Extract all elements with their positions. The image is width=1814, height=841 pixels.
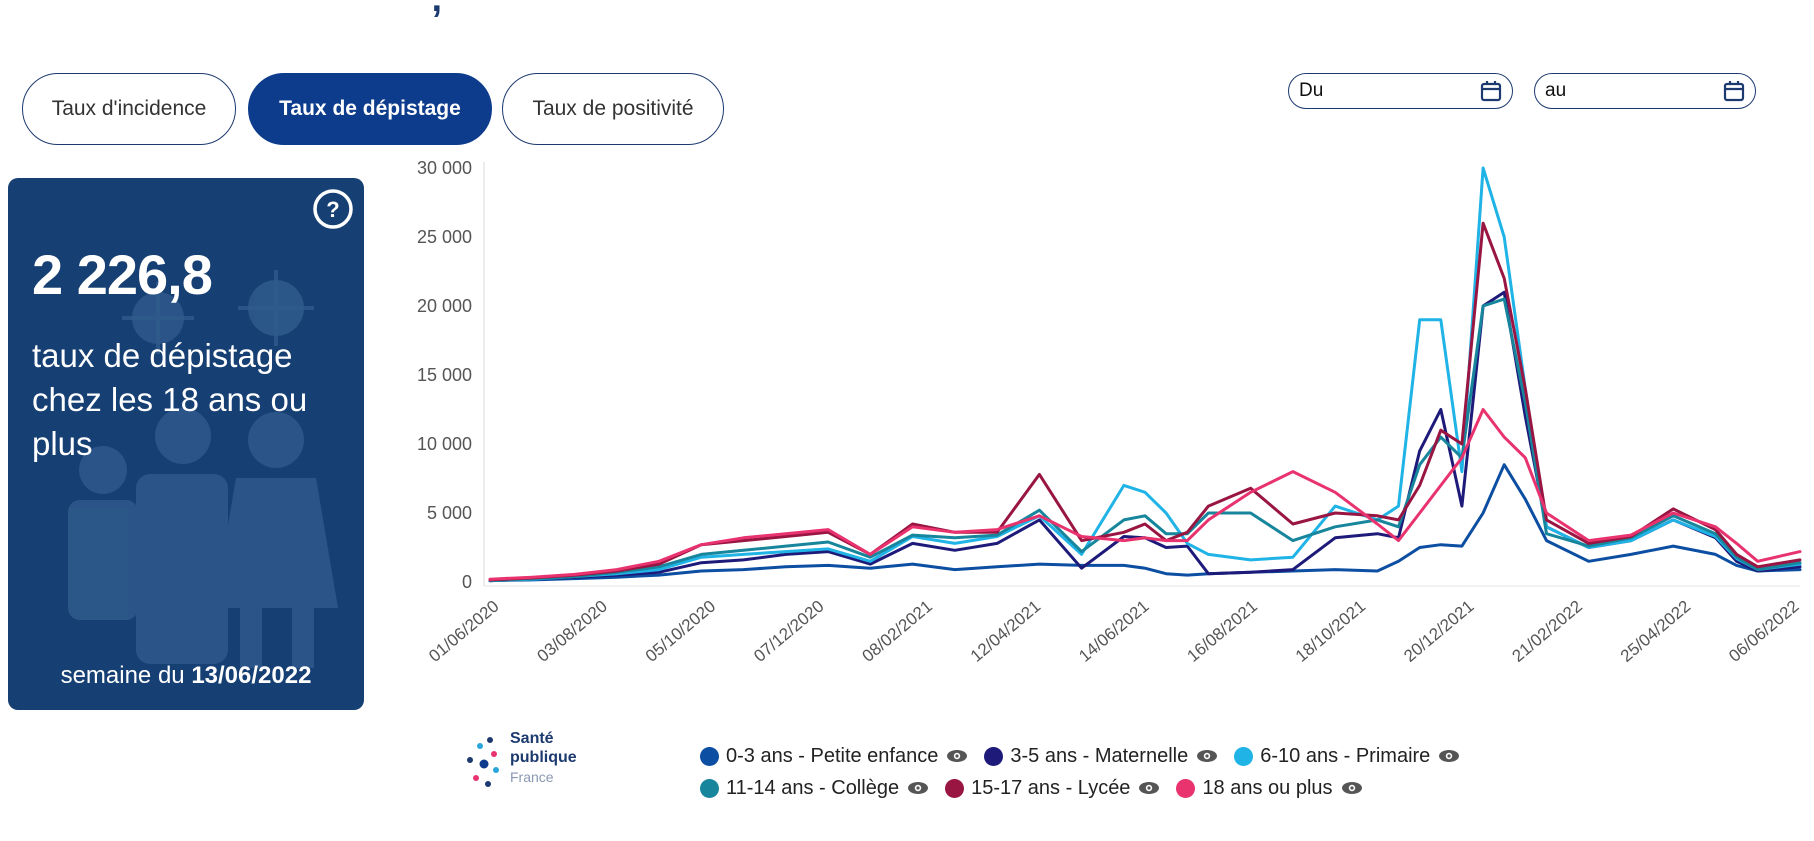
- eye-icon[interactable]: [1438, 749, 1460, 763]
- y-tick-label: 15 000: [417, 365, 472, 385]
- legend-row: 0-3 ans - Petite enfance 3-5 ans - Mater…: [700, 740, 1600, 772]
- sante-publique-france-logo: Santé publique France: [460, 730, 600, 802]
- logo-line3: France: [510, 769, 554, 785]
- x-tick-label: 16/08/2021: [1184, 597, 1261, 666]
- legend-item-15-17[interactable]: 15-17 ans - Lycée: [945, 777, 1160, 800]
- series-line-2[interactable]: [488, 166, 1802, 583]
- calendar-icon[interactable]: [1723, 80, 1745, 102]
- legend-swatch: [984, 746, 1004, 766]
- y-tick-label: 30 000: [417, 158, 472, 178]
- svg-text:?: ?: [326, 197, 339, 222]
- people-virus-illustration: [68, 270, 338, 668]
- x-tick-label: 14/06/2021: [1075, 597, 1152, 666]
- series-line-3[interactable]: [488, 297, 1802, 583]
- kpi-week-date: 13/06/2022: [191, 662, 312, 689]
- y-tick-label: 25 000: [417, 227, 472, 247]
- x-tick-label: 20/12/2021: [1400, 597, 1477, 666]
- eye-icon[interactable]: [1341, 781, 1363, 795]
- legend-label: 0-3 ans - Petite enfance: [726, 744, 939, 767]
- legend-row: 11-14 ans - Collège 15-17 ans - Lycée 18…: [700, 772, 1600, 804]
- tab-taux-incidence[interactable]: Taux d'incidence: [22, 73, 236, 145]
- eye-icon[interactable]: [907, 781, 929, 795]
- date-to-label: au: [1545, 80, 1567, 101]
- legend-label: 18 ans ou plus: [1202, 776, 1333, 799]
- x-tick-label: 12/04/2021: [967, 597, 1044, 666]
- x-tick-label: 05/10/2020: [642, 597, 719, 666]
- legend-label: 11-14 ans - Collège: [726, 776, 900, 799]
- kpi-week-prefix: semaine du: [60, 662, 192, 689]
- kpi-description: taux de dépistage chez les 18 ans ou plu…: [32, 337, 308, 462]
- x-tick-label: 06/06/2022: [1725, 597, 1802, 666]
- x-tick-label: 18/10/2021: [1292, 597, 1369, 666]
- legend-item-3-5[interactable]: 3-5 ans - Maternelle: [984, 745, 1218, 768]
- kpi-week: semaine du 13/06/2022: [8, 662, 364, 690]
- eye-icon[interactable]: [1196, 749, 1218, 763]
- eye-icon[interactable]: [946, 749, 968, 763]
- x-tick-label: 01/06/2020: [425, 597, 502, 666]
- x-tick-label: 07/12/2020: [750, 597, 827, 666]
- tab-taux-depistage[interactable]: Taux de dépistage: [248, 73, 492, 145]
- logo-dots-icon: [467, 737, 499, 787]
- x-tick-label: 03/08/2020: [534, 597, 611, 666]
- legend-item-6-10[interactable]: 6-10 ans - Primaire: [1234, 745, 1460, 768]
- page-title-strip: ,: [0, 0, 1814, 18]
- eye-icon[interactable]: [1138, 781, 1160, 795]
- legend-label: 15-17 ans - Lycée: [971, 776, 1131, 799]
- date-to-input[interactable]: au: [1534, 73, 1756, 109]
- series-line-5[interactable]: [488, 408, 1802, 581]
- x-tick-label: 08/02/2021: [859, 597, 936, 666]
- legend-swatch: [945, 778, 965, 798]
- legend-swatch: [1176, 778, 1196, 798]
- legend-label: 6-10 ans - Primaire: [1260, 744, 1431, 767]
- legend-swatch: [700, 778, 719, 798]
- logo-line1: Santé: [510, 730, 554, 747]
- legend-label: 3-5 ans - Maternelle: [1010, 744, 1189, 767]
- y-tick-label: 20 000: [417, 296, 472, 316]
- y-tick-label: 10 000: [417, 434, 472, 454]
- legend-item-0-3[interactable]: 0-3 ans - Petite enfance: [700, 745, 968, 768]
- legend-item-11-14[interactable]: 11-14 ans - Collège: [700, 777, 929, 800]
- y-tick-label: 5 000: [427, 503, 472, 523]
- legend-swatch: [700, 746, 719, 766]
- kpi-card: ? 2 226,8 taux de dépistage chez les 18 …: [8, 178, 364, 710]
- y-tick-label: 0: [462, 572, 472, 592]
- logo-line2: publique: [510, 749, 577, 766]
- chart-legend: 0-3 ans - Petite enfance 3-5 ans - Mater…: [700, 740, 1600, 804]
- tab-taux-positivite[interactable]: Taux de positivité: [502, 73, 724, 145]
- legend-swatch: [1234, 746, 1254, 766]
- series-line-4[interactable]: [488, 221, 1802, 582]
- x-tick-label: 25/04/2022: [1617, 597, 1694, 666]
- calendar-icon[interactable]: [1480, 80, 1502, 102]
- help-icon[interactable]: ?: [312, 188, 354, 230]
- legend-item-18-plus[interactable]: 18 ans ou plus: [1176, 777, 1362, 800]
- line-chart: 30 000 25 000 20 000 15 000 10 000 5 000 0 01/0…: [417, 158, 1803, 666]
- kpi-value: 2 226,8: [32, 243, 213, 306]
- x-tick-label: 21/02/2022: [1509, 597, 1586, 666]
- page-title-cutoff: ,: [420, 0, 489, 18]
- date-from-label: Du: [1299, 80, 1324, 101]
- date-from-input[interactable]: Du: [1288, 73, 1513, 109]
